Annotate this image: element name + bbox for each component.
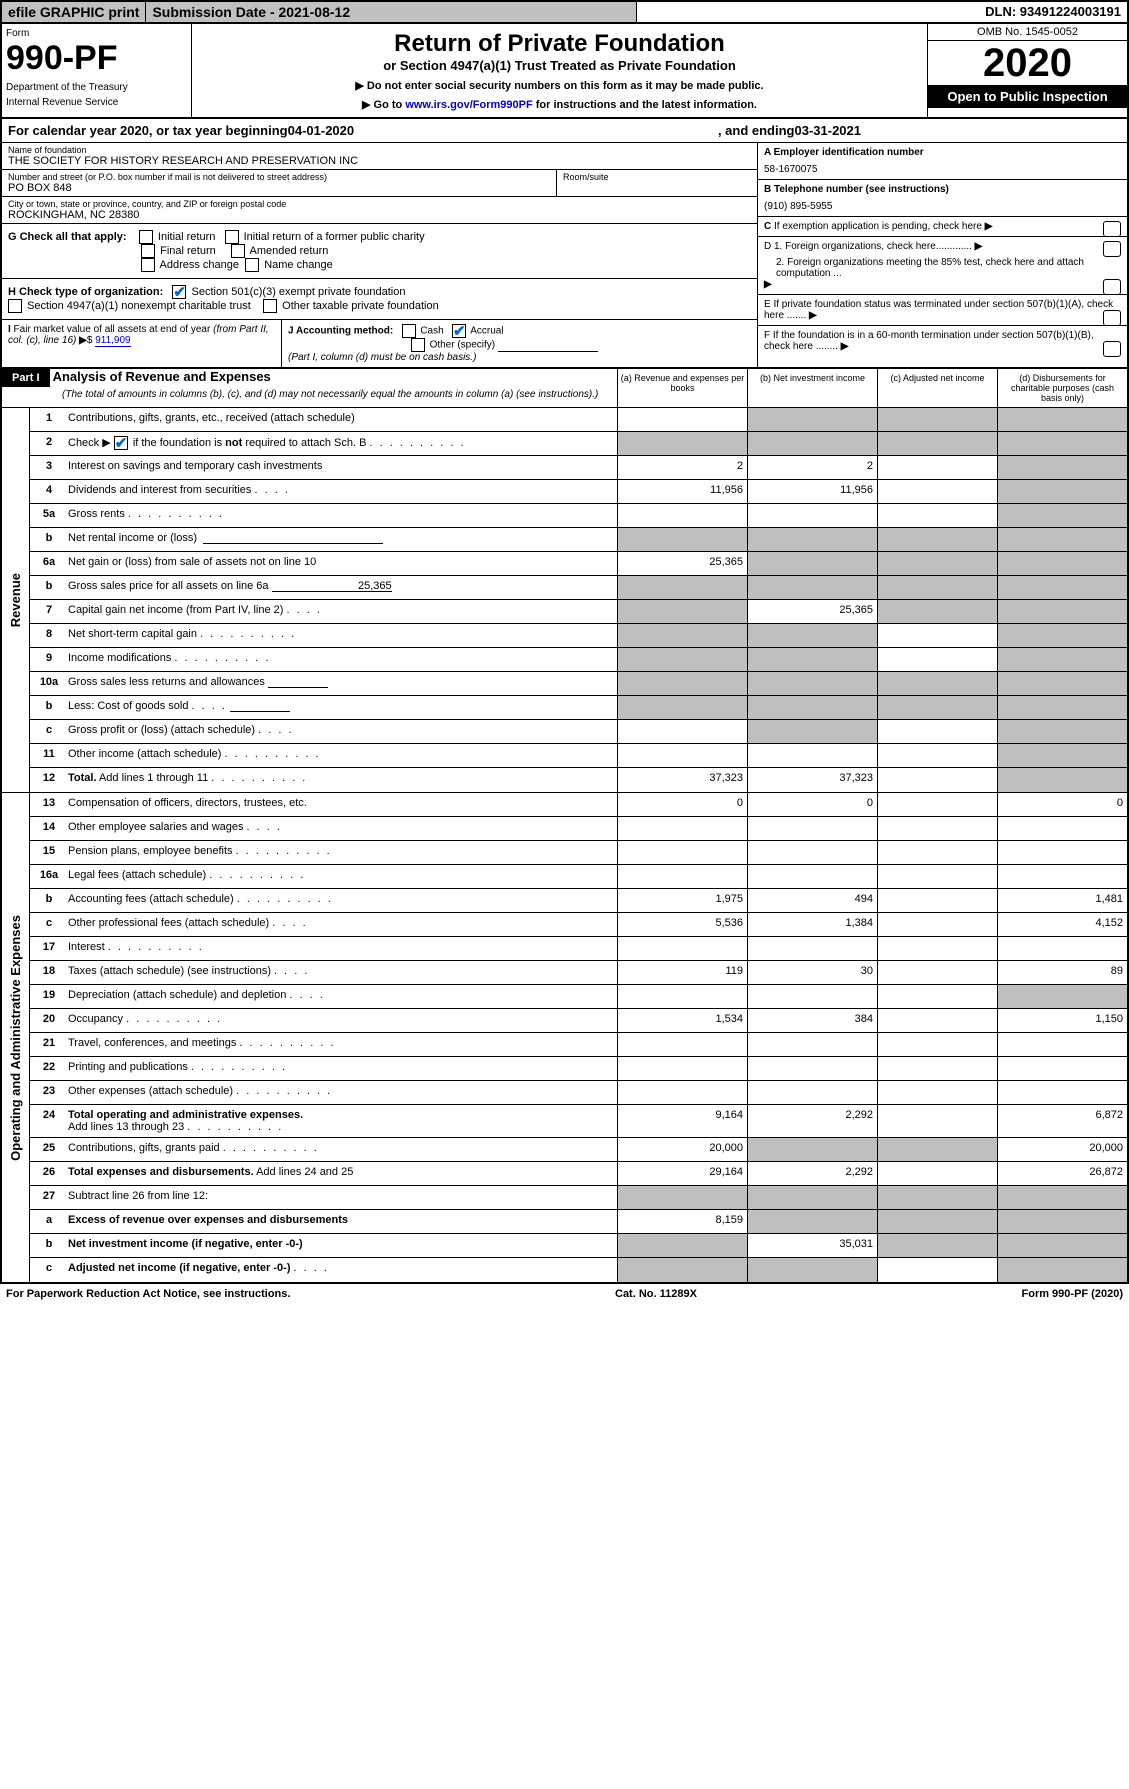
chk-amended[interactable]: [231, 244, 245, 258]
col-a-header: (a) Revenue and expenses per books: [617, 369, 747, 407]
irs-link[interactable]: www.irs.gov/Form990PF: [405, 99, 532, 111]
chk-cash[interactable]: [402, 324, 416, 338]
chk-sch-b[interactable]: [114, 436, 128, 450]
part-1-table: Part I Analysis of Revenue and Expenses …: [0, 369, 1129, 1284]
chk-initial-return[interactable]: [139, 230, 153, 244]
f-label: F If the foundation is in a 60-month ter…: [764, 330, 1094, 352]
chk-4947[interactable]: [8, 299, 22, 313]
d1-label: D 1. Foreign organizations, check here..…: [764, 241, 972, 252]
dept-treasury: Department of the Treasury: [6, 82, 187, 93]
chk-name-change[interactable]: [245, 258, 259, 272]
section-h: H Check type of organization: Section 50…: [2, 279, 757, 320]
chk-address-change[interactable]: [141, 258, 155, 272]
chk-accrual[interactable]: [452, 324, 466, 338]
street-address: PO BOX 848: [8, 182, 550, 194]
chk-initial-former[interactable]: [225, 230, 239, 244]
c-label: If exemption application is pending, che…: [774, 221, 982, 232]
year-begin: 04-01-2020: [288, 123, 355, 138]
top-bar: efile GRAPHIC print Submission Date - 20…: [0, 0, 1129, 24]
city-state-zip: ROCKINGHAM, NC 28380: [8, 209, 751, 221]
submission-date: Submission Date - 2021-08-12: [146, 2, 637, 22]
omb-number: OMB No. 1545-0052: [928, 24, 1127, 41]
form-subtitle: or Section 4947(a)(1) Trust Treated as P…: [198, 58, 921, 73]
chk-c[interactable]: [1103, 221, 1121, 237]
paperwork-notice: For Paperwork Reduction Act Notice, see …: [6, 1288, 290, 1300]
fmv-value[interactable]: 911,909: [95, 335, 130, 347]
section-j: J Accounting method: Cash Accrual Other …: [282, 320, 757, 367]
col-c-header: (c) Adjusted net income: [877, 369, 997, 407]
chk-d1[interactable]: [1103, 241, 1121, 257]
chk-e[interactable]: [1103, 310, 1121, 326]
chk-501c3[interactable]: [172, 285, 186, 299]
instr-no-ssn: ▶ Do not enter social security numbers o…: [198, 79, 921, 92]
chk-final-return[interactable]: [141, 244, 155, 258]
phone-label: B Telephone number (see instructions): [764, 184, 949, 195]
section-g: G Check all that apply: Initial return I…: [2, 224, 757, 279]
d2-label: 2. Foreign organizations meeting the 85%…: [764, 257, 1121, 279]
form-number: 990-PF: [6, 39, 187, 78]
room-label: Room/suite: [563, 172, 751, 182]
instr-goto: ▶ Go to www.irs.gov/Form990PF for instru…: [198, 98, 921, 111]
info-grid: Name of foundation THE SOCIETY FOR HISTO…: [0, 143, 1129, 369]
efile-print-button[interactable]: efile GRAPHIC print: [2, 2, 146, 22]
foundation-name: THE SOCIETY FOR HISTORY RESEARCH AND PRE…: [8, 155, 751, 167]
tax-year: 2020: [928, 41, 1127, 85]
city-label: City or town, state or province, country…: [8, 199, 751, 209]
part-1-title: Analysis of Revenue and Expenses: [53, 369, 271, 384]
section-i: I Fair market value of all assets at end…: [2, 320, 282, 367]
calendar-year-row: For calendar year 2020, or tax year begi…: [0, 119, 1129, 143]
year-end: 03-31-2021: [795, 123, 862, 138]
chk-other-method[interactable]: [411, 338, 425, 352]
name-label: Name of foundation: [8, 145, 751, 155]
form-title: Return of Private Foundation: [198, 30, 921, 58]
form-header: Form 990-PF Department of the Treasury I…: [0, 24, 1129, 119]
chk-f[interactable]: [1103, 341, 1121, 357]
chk-other-taxable[interactable]: [263, 299, 277, 313]
part-1-desc: (The total of amounts in columns (b), (c…: [2, 387, 617, 406]
form-label: Form: [6, 28, 187, 39]
page-footer: For Paperwork Reduction Act Notice, see …: [0, 1284, 1129, 1304]
part-1-label: Part I: [2, 369, 50, 387]
ein-label: A Employer identification number: [764, 147, 924, 158]
addr-label: Number and street (or P.O. box number if…: [8, 172, 550, 182]
open-to-public: Open to Public Inspection: [928, 85, 1127, 108]
revenue-side-label: Revenue: [8, 573, 23, 627]
dept-irs: Internal Revenue Service: [6, 97, 187, 108]
ein-value: 58-1670075: [764, 158, 1121, 175]
col-b-header: (b) Net investment income: [747, 369, 877, 407]
phone-value: (910) 895-5955: [764, 195, 1121, 212]
chk-d2[interactable]: [1103, 279, 1121, 295]
dln: DLN: 93491224003191: [637, 2, 1127, 22]
cat-no: Cat. No. 11289X: [615, 1288, 697, 1300]
expenses-side-label: Operating and Administrative Expenses: [8, 915, 23, 1161]
form-ref: Form 990-PF (2020): [1022, 1288, 1123, 1300]
col-d-header: (d) Disbursements for charitable purpose…: [997, 369, 1127, 407]
